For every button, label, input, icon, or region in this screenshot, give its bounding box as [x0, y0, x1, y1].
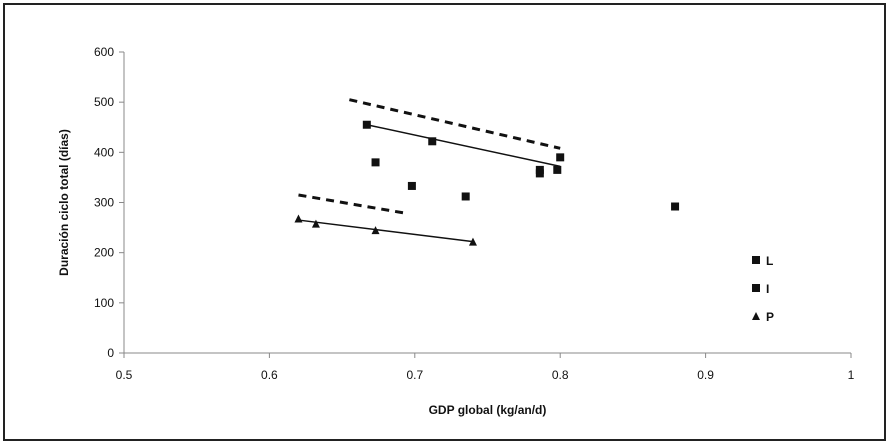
trend-line-i	[349, 98, 561, 150]
point-l	[428, 137, 437, 146]
y-tick-label: 0	[107, 346, 114, 360]
y-tick-label: 100	[94, 296, 114, 310]
trend-line-l	[366, 124, 561, 168]
point-p	[371, 226, 380, 235]
legend: LIP	[752, 254, 774, 324]
y-tick-label: 400	[94, 145, 114, 159]
axes	[119, 51, 852, 358]
trend-line-p-solid	[298, 219, 474, 243]
x-tick-label: 0.8	[552, 368, 569, 382]
legend-label-l: L	[766, 254, 773, 268]
y-tick-label: 200	[94, 246, 114, 260]
y-tick-label: 600	[94, 45, 114, 59]
x-tick-label: 0.7	[406, 368, 423, 382]
point-l	[535, 169, 544, 178]
legend-marker-p	[752, 312, 760, 320]
legend-label-i: I	[766, 282, 769, 296]
point-p	[311, 219, 320, 228]
x-tick-label: 1	[848, 368, 855, 382]
legend-marker-i	[752, 284, 760, 292]
x-tick-label: 0.6	[261, 368, 278, 382]
point-i	[371, 158, 380, 167]
y-tick-label: 300	[94, 196, 114, 210]
point-p	[468, 237, 477, 246]
x-tick-label: 0.9	[697, 368, 714, 382]
tick-labels: 0 100 200 300 400 500 600 0.5 0.6 0.7 0.8 0.9 1	[94, 45, 855, 382]
point-i	[461, 192, 470, 201]
y-tick-label: 500	[94, 95, 114, 109]
x-axis-label: GDP global (kg/an/d)	[429, 403, 547, 417]
point-i	[407, 181, 416, 190]
point-l	[362, 120, 371, 129]
legend-marker-l	[752, 256, 760, 264]
y-axis-label: Duración ciclo total (días)	[57, 129, 71, 276]
chart-frame	[3, 3, 886, 441]
point-l	[553, 165, 562, 174]
point-p	[294, 214, 303, 223]
point-i	[671, 202, 680, 211]
data-points	[294, 120, 680, 246]
point-l	[556, 153, 565, 162]
legend-label-p: P	[766, 310, 774, 324]
x-tick-label: 0.5	[116, 368, 133, 382]
trend-lines	[298, 98, 561, 243]
trend-line-p-dashed	[298, 193, 408, 216]
